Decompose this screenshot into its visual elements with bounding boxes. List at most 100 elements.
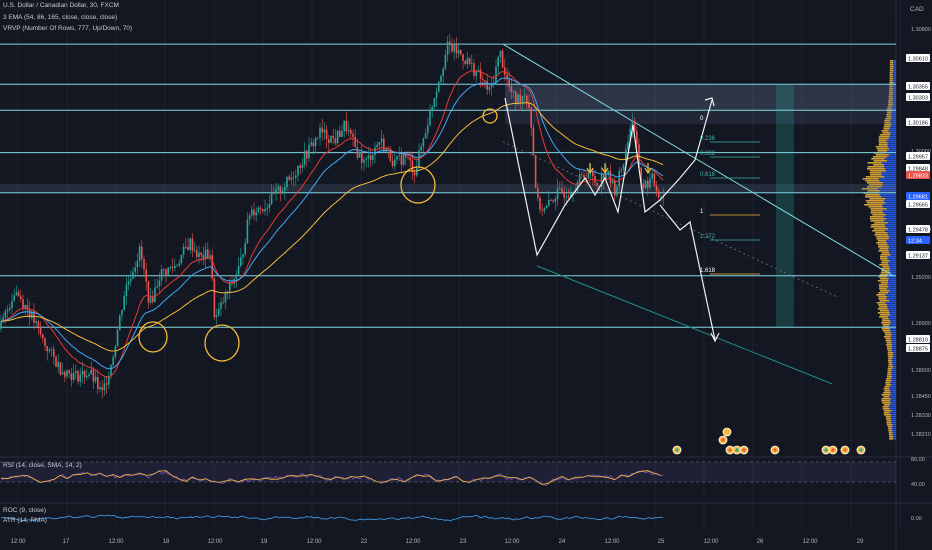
user-drawings[interactable]: [504, 97, 720, 343]
profile-bar-down: [885, 338, 891, 340]
candle-body: [297, 165, 299, 176]
rsi-band: [0, 462, 896, 482]
profile-bar-up: [892, 62, 896, 64]
price-label: 1.28875: [908, 347, 928, 353]
profile-bar-down: [882, 266, 890, 268]
profile-bar-down: [877, 150, 888, 152]
profile-bar-up: [889, 388, 896, 390]
profile-bar-up: [890, 272, 896, 274]
trend-line-upper: [502, 43, 894, 277]
profile-bar-down: [888, 362, 893, 364]
profile-bar-up: [891, 410, 896, 412]
candle-body: [138, 246, 141, 261]
candle-body: [497, 56, 499, 67]
candle-body: [394, 159, 396, 167]
profile-bar-up: [890, 400, 896, 402]
candle-body: [213, 278, 216, 318]
profile-bar-up: [887, 142, 896, 144]
candle-body: [519, 94, 521, 103]
profile-bar-down: [871, 224, 885, 226]
profile-bar-up: [886, 288, 896, 290]
price-label-bg: [906, 152, 930, 160]
candle-body: [176, 265, 178, 267]
profile-bar-up: [882, 210, 896, 212]
candle-body: [209, 255, 211, 259]
price-label: 1.30610: [908, 57, 928, 63]
profile-bar-up: [889, 136, 896, 138]
profile-bar-up: [891, 420, 896, 422]
profile-bar-up: [893, 436, 896, 438]
profile-bar-down: [886, 420, 892, 422]
time-tick: 12:00: [802, 539, 818, 545]
price-axis[interactable]: CAD1.308001.300001.295001.292001.289001.…: [906, 6, 931, 522]
profile-bar-down: [888, 94, 893, 96]
candle-body: [145, 269, 147, 282]
highlight-circle: [400, 166, 436, 204]
profile-bar-up: [891, 124, 896, 126]
candle-body: [488, 87, 491, 90]
candle-body: [24, 304, 26, 308]
profile-bar-down: [881, 252, 890, 254]
profile-bar-down: [886, 424, 893, 426]
profile-bar-up: [887, 150, 896, 152]
candle-body: [354, 137, 356, 148]
profile-bar-down: [879, 286, 889, 288]
profile-bar-down: [889, 436, 894, 438]
candle-body: [20, 296, 22, 300]
price-label-bg: [906, 192, 930, 200]
roc-level-label: 0.00: [911, 516, 922, 522]
profile-bar-down: [888, 428, 892, 430]
profile-bar-down: [878, 304, 888, 306]
profile-bar-up: [892, 90, 896, 92]
profile-bar-up: [890, 378, 896, 380]
candle-body: [108, 376, 110, 385]
profile-bar-up: [888, 248, 896, 250]
roc-legend[interactable]: ROC (9, close): [3, 507, 46, 514]
time-tick: 23: [460, 539, 467, 545]
price-label-bg: [906, 164, 930, 172]
profile-bar-down: [884, 336, 891, 338]
candle-body: [310, 142, 312, 145]
candle-body: [110, 365, 112, 377]
roc-pane: [0, 514, 664, 522]
ema-legend[interactable]: 3 EMA (54, 86, 165, close, close, close): [3, 14, 118, 21]
economic-events[interactable]: [672, 427, 866, 455]
candle-body: [196, 250, 198, 257]
candle-body: [365, 158, 367, 160]
time-tick: 24: [559, 539, 566, 545]
candle-body: [53, 349, 55, 357]
vrvp-legend[interactable]: VRVP (Number Of Rows, 777, Up/Down, 70): [3, 25, 133, 32]
profile-bar-up: [887, 304, 896, 306]
profile-bar-down: [879, 306, 888, 308]
candle-body: [312, 142, 315, 147]
candle-body: [321, 127, 323, 133]
profile-bar-up: [892, 96, 896, 98]
candle-body: [44, 338, 46, 347]
symbol-legend[interactable]: U.S. Dollar / Canadian Dollar, 30, FXCM: [3, 2, 119, 9]
profile-bar-up: [892, 354, 896, 356]
profile-bar-up: [885, 226, 896, 228]
profile-bar-up: [888, 282, 896, 284]
profile-bar-down: [889, 76, 893, 78]
candle-body: [246, 219, 249, 244]
candle-body: [495, 66, 497, 83]
profile-bar-up: [884, 230, 896, 232]
profile-bar-up: [892, 360, 896, 362]
candle-body: [391, 160, 394, 167]
price-label-bg: [906, 251, 930, 259]
rsi-legend[interactable]: RSI (14, close, SMA, 14, 2): [3, 462, 82, 469]
candlesticks[interactable]: [0, 33, 664, 399]
profile-bar-down: [865, 200, 884, 202]
candle-body: [427, 125, 429, 134]
candle-body: [539, 197, 541, 210]
candle-body: [59, 362, 62, 375]
candle-body: [367, 155, 370, 159]
atr-legend[interactable]: ATR (14, RMA): [3, 517, 47, 524]
profile-bar-up: [890, 126, 896, 128]
time-axis[interactable]: 12:00 17 12:00 18 12:00 19 12:00 22 12:00 23 12:00…: [10, 539, 864, 545]
candle-body: [28, 309, 31, 318]
candle-body: [136, 260, 139, 268]
profile-bar-down: [888, 430, 893, 432]
candle-body: [460, 50, 462, 55]
